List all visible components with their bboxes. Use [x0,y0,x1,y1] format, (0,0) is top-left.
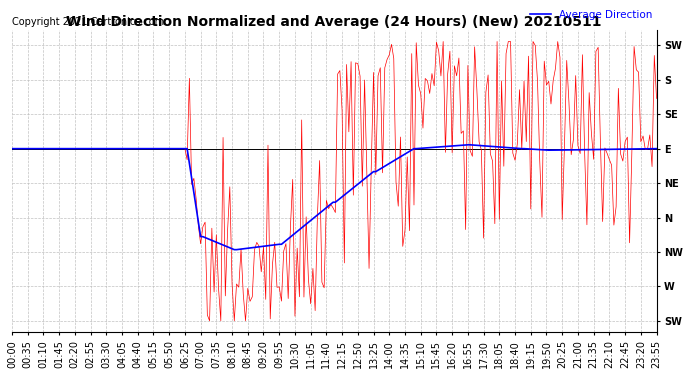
Text: Copyright 2021 Cartronics.com: Copyright 2021 Cartronics.com [12,17,164,27]
Legend: Average Direction: Average Direction [526,6,657,24]
Title: Wind Direction Normalized and Average (24 Hours) (New) 20210511: Wind Direction Normalized and Average (2… [66,15,602,29]
